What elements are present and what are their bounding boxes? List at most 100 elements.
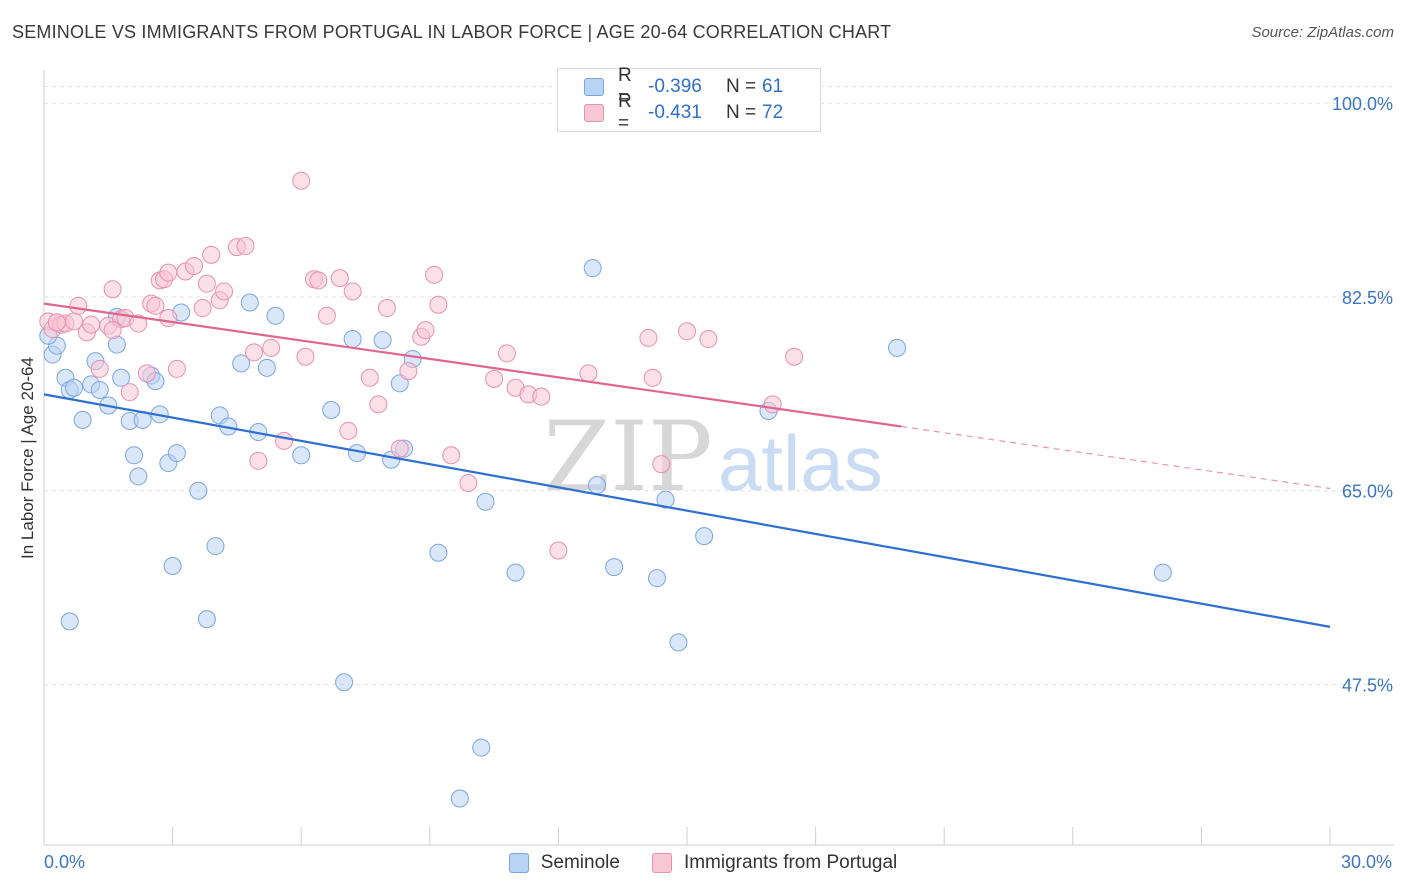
seminole-point (266, 306, 285, 325)
portugal-point (82, 315, 101, 334)
portugal-point (47, 313, 66, 332)
portugal-point (549, 541, 568, 560)
y-tick-label: 65.0% (1342, 482, 1393, 502)
portugal-point (292, 171, 311, 190)
portugal-point (129, 314, 148, 333)
seminole-point (1153, 563, 1172, 582)
portugal-point (185, 256, 204, 275)
legend-item-seminole: Seminole (508, 852, 620, 874)
seminole-point (167, 444, 186, 463)
seminole-swatch (584, 78, 604, 96)
stats-row-portugal: R = -0.431 N = 72 (584, 91, 784, 134)
r-label: R = (618, 91, 632, 134)
portugal-point (262, 338, 281, 357)
seminole-point (587, 476, 606, 495)
portugal-point (763, 395, 782, 414)
seminole-point (112, 368, 131, 387)
portugal-point (69, 296, 88, 315)
seminole-point (888, 338, 907, 357)
seminole-point (656, 490, 675, 509)
legend-item-portugal: Immigrants from Portugal (651, 852, 898, 874)
portugal-point (197, 274, 216, 293)
x-tick-label-min: 0.0% (44, 852, 86, 872)
portugal-swatch (584, 104, 604, 122)
seminole-point (65, 378, 84, 397)
portugal-point (146, 296, 165, 315)
portugal-point (390, 439, 409, 458)
seminole-points (39, 259, 1172, 808)
portugal-point (236, 237, 255, 256)
portugal-point (485, 369, 504, 388)
seminole-point (189, 481, 208, 500)
legend-label-portugal: Immigrants from Portugal (683, 852, 898, 873)
portugal-point (339, 421, 358, 440)
portugal-point (399, 362, 418, 381)
seminole-point (669, 633, 688, 652)
portugal-point (369, 395, 388, 414)
seminole-trendline (43, 393, 1331, 628)
seminole-point (125, 446, 144, 465)
r-value: -0.431 (648, 102, 702, 123)
y-axis-label: In Labor Force | Age 20-64 (18, 357, 37, 559)
n-value: 72 (762, 102, 784, 123)
y-tick-label: 82.5% (1342, 288, 1393, 308)
seminole-point (90, 380, 109, 399)
y-tick-labels: 100.0% 82.5% 65.0% 47.5% (1332, 94, 1393, 695)
seminole-point (197, 610, 216, 629)
seminole-point (390, 374, 409, 393)
portugal-point (245, 343, 264, 362)
grid (44, 86, 1394, 685)
trendlines (43, 302, 1331, 628)
y-tick-label: 47.5% (1342, 675, 1393, 695)
portugal-point (159, 309, 178, 327)
n-label: N = (726, 76, 757, 97)
portugal-point (425, 265, 444, 284)
portugal-point (459, 473, 478, 492)
portugal-point (317, 306, 336, 325)
seminole-point (322, 400, 341, 419)
seminole-point (695, 527, 714, 546)
portugal-point (360, 368, 379, 387)
seminole-point (129, 467, 148, 486)
portugal-point (159, 263, 178, 282)
seminole-point (60, 612, 79, 631)
portugal-point (497, 344, 516, 363)
watermark-zip: ZIP (543, 401, 712, 513)
portugal-point (416, 321, 435, 340)
seminole-point (73, 410, 92, 429)
legend-label-seminole: Seminole (540, 852, 620, 873)
portugal-trendline-extension (901, 425, 1331, 490)
portugal-point (377, 299, 396, 318)
seminole-point (373, 331, 392, 350)
portugal-legend-swatch (651, 853, 672, 873)
portugal-point (103, 321, 122, 340)
portugal-point (103, 280, 122, 299)
stats-legend: R = -0.396 N = 61 R = -0.431 N = 72 (557, 65, 821, 134)
portugal-point (90, 359, 109, 378)
portugal-point (639, 328, 658, 347)
seminole-point (232, 354, 251, 373)
portugal-point (343, 282, 362, 301)
axes (43, 70, 1394, 846)
watermark: ZIP atlas (543, 401, 882, 513)
portugal-point (429, 295, 448, 314)
seminole-point (450, 789, 469, 808)
portugal-point (785, 347, 804, 366)
portugal-point (442, 446, 461, 465)
y-tick-label: 100.0% (1332, 94, 1393, 114)
series-legend: Seminole Immigrants from Portugal (0, 852, 1406, 874)
seminole-point (206, 537, 225, 556)
portugal-point (699, 330, 718, 349)
seminole-point (647, 569, 666, 588)
source-label: Source: ZipAtlas.com (1251, 24, 1394, 41)
portugal-point (296, 347, 315, 366)
portugal-point (167, 359, 186, 378)
portugal-point (532, 387, 551, 406)
seminole-point (429, 543, 448, 562)
n-value: 61 (762, 76, 784, 97)
seminole-point (257, 358, 276, 377)
r-label: R = (618, 65, 632, 108)
portugal-point (579, 364, 598, 383)
portugal-point (652, 455, 671, 474)
